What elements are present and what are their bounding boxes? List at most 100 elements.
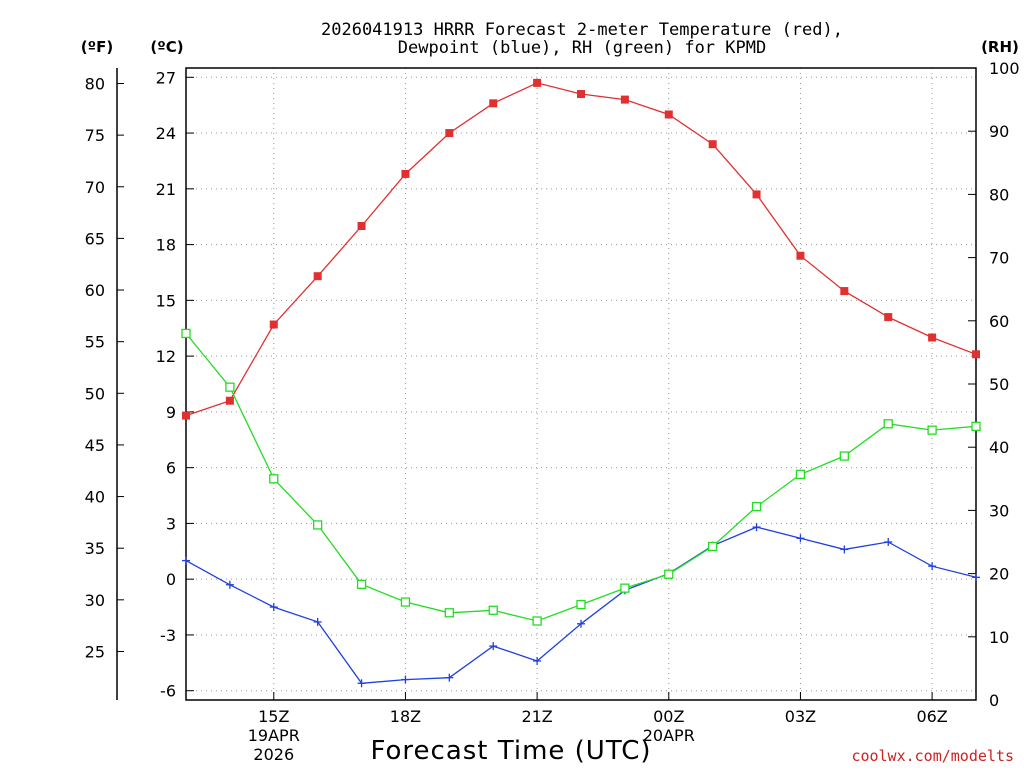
data-point-temperature	[182, 411, 190, 420]
series-line-rh	[185, 332, 977, 622]
fahrenheit-tick-label: 75	[85, 126, 105, 145]
data-point-rh	[269, 474, 279, 484]
data-point-rh	[488, 605, 498, 615]
data-point-dewpoint	[489, 642, 498, 651]
series-temperature	[182, 78, 980, 420]
data-point-temperature	[884, 313, 893, 322]
celsius-tick-label: 12	[156, 347, 176, 366]
fahrenheit-tick-label: 40	[85, 488, 105, 507]
celsius-tick-label: 27	[156, 68, 176, 87]
fahrenheit-tick-label: 35	[85, 539, 105, 558]
chart-title-line-1: 2026041913 HRRR Forecast 2-meter Tempera…	[321, 20, 843, 40]
data-point-dewpoint	[928, 562, 937, 571]
data-point-rh	[664, 569, 674, 579]
data-point-temperature	[708, 140, 717, 149]
x-tick-label: 21Z	[521, 707, 552, 726]
data-point-temperature	[577, 90, 585, 99]
celsius-tick-label: 24	[156, 124, 176, 143]
data-point-dewpoint	[533, 656, 542, 665]
celsius-tick-label: 15	[156, 291, 176, 310]
data-point-rh	[620, 583, 630, 593]
data-point-dewpoint	[972, 573, 980, 582]
fahrenheit-tick-label: 45	[85, 436, 105, 455]
rh-unit-label: (RH)	[981, 38, 1019, 56]
x-tick-label: 03Z	[785, 707, 816, 726]
fahrenheit-tick-label: 55	[85, 333, 105, 352]
fahrenheit-tick-label: 30	[85, 591, 105, 610]
data-point-rh	[927, 425, 937, 435]
data-point-rh	[576, 599, 586, 610]
data-point-temperature	[489, 99, 498, 108]
data-point-temperature	[664, 110, 673, 119]
grid	[186, 68, 976, 700]
data-point-temperature	[620, 95, 629, 104]
celsius-tick-label: 0	[166, 570, 176, 589]
data-point-dewpoint	[313, 617, 322, 626]
x-tick-label: 15Z	[258, 707, 289, 726]
data-point-rh	[400, 597, 411, 607]
series-group	[181, 78, 981, 688]
x-tick-date-label: 19APR	[248, 726, 300, 745]
data-point-rh	[839, 451, 849, 461]
data-point-rh	[751, 501, 762, 512]
rh-tick-label: 0	[989, 691, 999, 710]
data-point-rh	[444, 608, 454, 618]
fahrenheit-tick-label: 50	[85, 384, 105, 403]
celsius-tick-label: 6	[166, 459, 176, 478]
celsius-tick-label: 21	[156, 180, 176, 199]
data-point-temperature	[796, 251, 805, 260]
data-point-dewpoint	[225, 580, 234, 589]
data-point-temperature	[928, 333, 937, 342]
data-point-dewpoint	[577, 619, 585, 628]
rh-tick-label: 60	[989, 312, 1009, 331]
credit-link[interactable]: coolwx.com/modelts	[851, 747, 1014, 765]
data-point-dewpoint	[357, 679, 366, 688]
data-point-rh	[313, 520, 323, 530]
data-point-temperature	[401, 169, 410, 178]
data-point-dewpoint	[269, 603, 278, 612]
data-point-temperature	[533, 78, 542, 87]
fahrenheit-tick-label: 60	[85, 281, 105, 300]
celsius-tick-label: -3	[160, 626, 176, 645]
x-tick-label: 18Z	[390, 707, 421, 726]
data-point-rh	[225, 382, 235, 392]
x-tick-label: 00Z	[653, 707, 684, 726]
data-point-dewpoint	[840, 545, 849, 554]
fahrenheit-tick-label: 70	[85, 178, 105, 197]
data-point-rh	[181, 328, 191, 339]
rh-tick-label: 30	[989, 501, 1009, 520]
plot-frame	[185, 67, 977, 701]
data-point-temperature	[225, 396, 234, 405]
data-point-rh	[708, 541, 718, 552]
data-point-temperature	[445, 129, 454, 138]
rh-tick-label: 70	[989, 249, 1009, 268]
celsius-unit-label: (ºC)	[150, 38, 183, 56]
fahrenheit-tick-label: 80	[85, 74, 105, 93]
data-point-rh	[532, 616, 542, 626]
rh-tick-label: 80	[989, 185, 1009, 204]
rh-tick-label: 90	[989, 122, 1009, 141]
data-point-temperature	[840, 287, 849, 296]
data-point-dewpoint	[884, 538, 893, 546]
rh-tick-label: 40	[989, 438, 1009, 457]
data-point-temperature	[357, 222, 366, 230]
series-dewpoint	[182, 523, 980, 688]
rh-tick-label: 20	[989, 565, 1009, 584]
x-tick-date-label: 2026	[253, 745, 294, 764]
data-point-dewpoint	[182, 556, 190, 565]
rh-tick-label: 100	[989, 59, 1020, 78]
fahrenheit-unit-label: (ºF)	[81, 38, 113, 56]
data-point-rh	[795, 469, 806, 480]
data-point-dewpoint	[445, 673, 454, 682]
series-rh	[181, 328, 981, 626]
data-point-temperature	[269, 320, 278, 329]
chart-title-line-2: Dewpoint (blue), RH (green) for KPMD	[398, 38, 766, 58]
data-point-dewpoint	[752, 523, 761, 532]
x-tick-date-label: 20APR	[643, 726, 695, 745]
data-point-rh	[356, 579, 367, 589]
data-point-temperature	[313, 272, 322, 281]
data-point-temperature	[752, 190, 761, 199]
